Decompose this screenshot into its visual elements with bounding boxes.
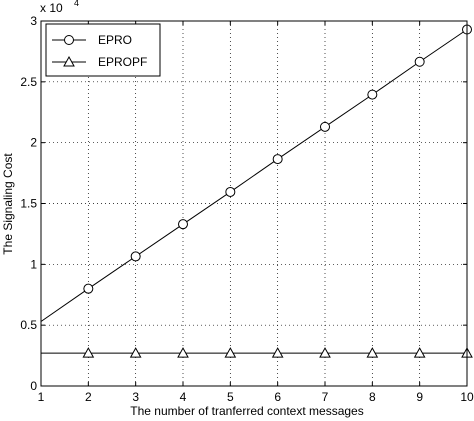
data-point-epropf xyxy=(271,347,284,358)
y-axis-label: The Signaling Cost xyxy=(1,153,15,255)
data-point-epropf xyxy=(129,347,142,358)
data-point-epro xyxy=(414,56,425,67)
x-tick-label: 1 xyxy=(38,390,45,404)
y-tick-label: 3 xyxy=(30,14,37,28)
grid-lines xyxy=(41,21,467,386)
data-point-epro xyxy=(272,154,283,165)
x-tick-label: 10 xyxy=(460,390,474,404)
y-multiplier-exponent: 4 xyxy=(74,0,79,8)
legend: EPRO EPROPF xyxy=(45,23,161,77)
data-point-epro xyxy=(130,251,141,262)
data-point-epropf xyxy=(82,347,95,358)
axis-ticks: 1 2 3 4 5 6 7 8 9 10 0 0.5 1 1.5 2 2.5 3 xyxy=(20,14,474,404)
legend-marker-epropf xyxy=(63,55,75,67)
x-axis-label: The number of tranferred context message… xyxy=(130,404,363,418)
x-tick-label: 2 xyxy=(85,390,92,404)
y-tick-label: 0 xyxy=(30,379,37,393)
y-tick-label: 2.5 xyxy=(20,75,37,89)
data-point-epropf xyxy=(319,347,331,358)
legend-label-epropf: EPROPF xyxy=(98,55,147,69)
data-point-epro xyxy=(178,219,188,230)
series-line-epro xyxy=(40,29,468,322)
x-tick-label: 5 xyxy=(227,390,234,404)
data-point-epropf xyxy=(413,347,426,358)
x-tick-label: 3 xyxy=(132,390,139,404)
x-tick-label: 9 xyxy=(416,390,423,404)
x-tick-label: 4 xyxy=(180,390,187,404)
y-tick-label: 1 xyxy=(30,257,37,271)
data-point-epro xyxy=(83,283,94,294)
y-axis-multiplier: x 10 xyxy=(40,1,63,15)
x-tick-label: 7 xyxy=(322,390,329,404)
x-tick-label: 8 xyxy=(369,390,376,404)
y-multiplier-base: x 10 xyxy=(40,1,63,15)
legend-marker-epro xyxy=(64,35,74,45)
data-point-epropf xyxy=(177,347,189,358)
y-tick-label: 2 xyxy=(30,136,37,150)
data-point-epropf xyxy=(224,347,237,358)
data-point-epro xyxy=(320,121,330,132)
data-point-epro xyxy=(367,89,378,100)
y-tick-label: 0.5 xyxy=(20,318,37,332)
x-tick-label: 6 xyxy=(274,390,281,404)
data-point-epropf xyxy=(366,347,379,358)
legend-box xyxy=(45,23,161,77)
y-tick-label: 1.5 xyxy=(20,197,37,211)
data-point-epro xyxy=(225,186,236,197)
legend-label-epro: EPRO xyxy=(98,33,132,47)
